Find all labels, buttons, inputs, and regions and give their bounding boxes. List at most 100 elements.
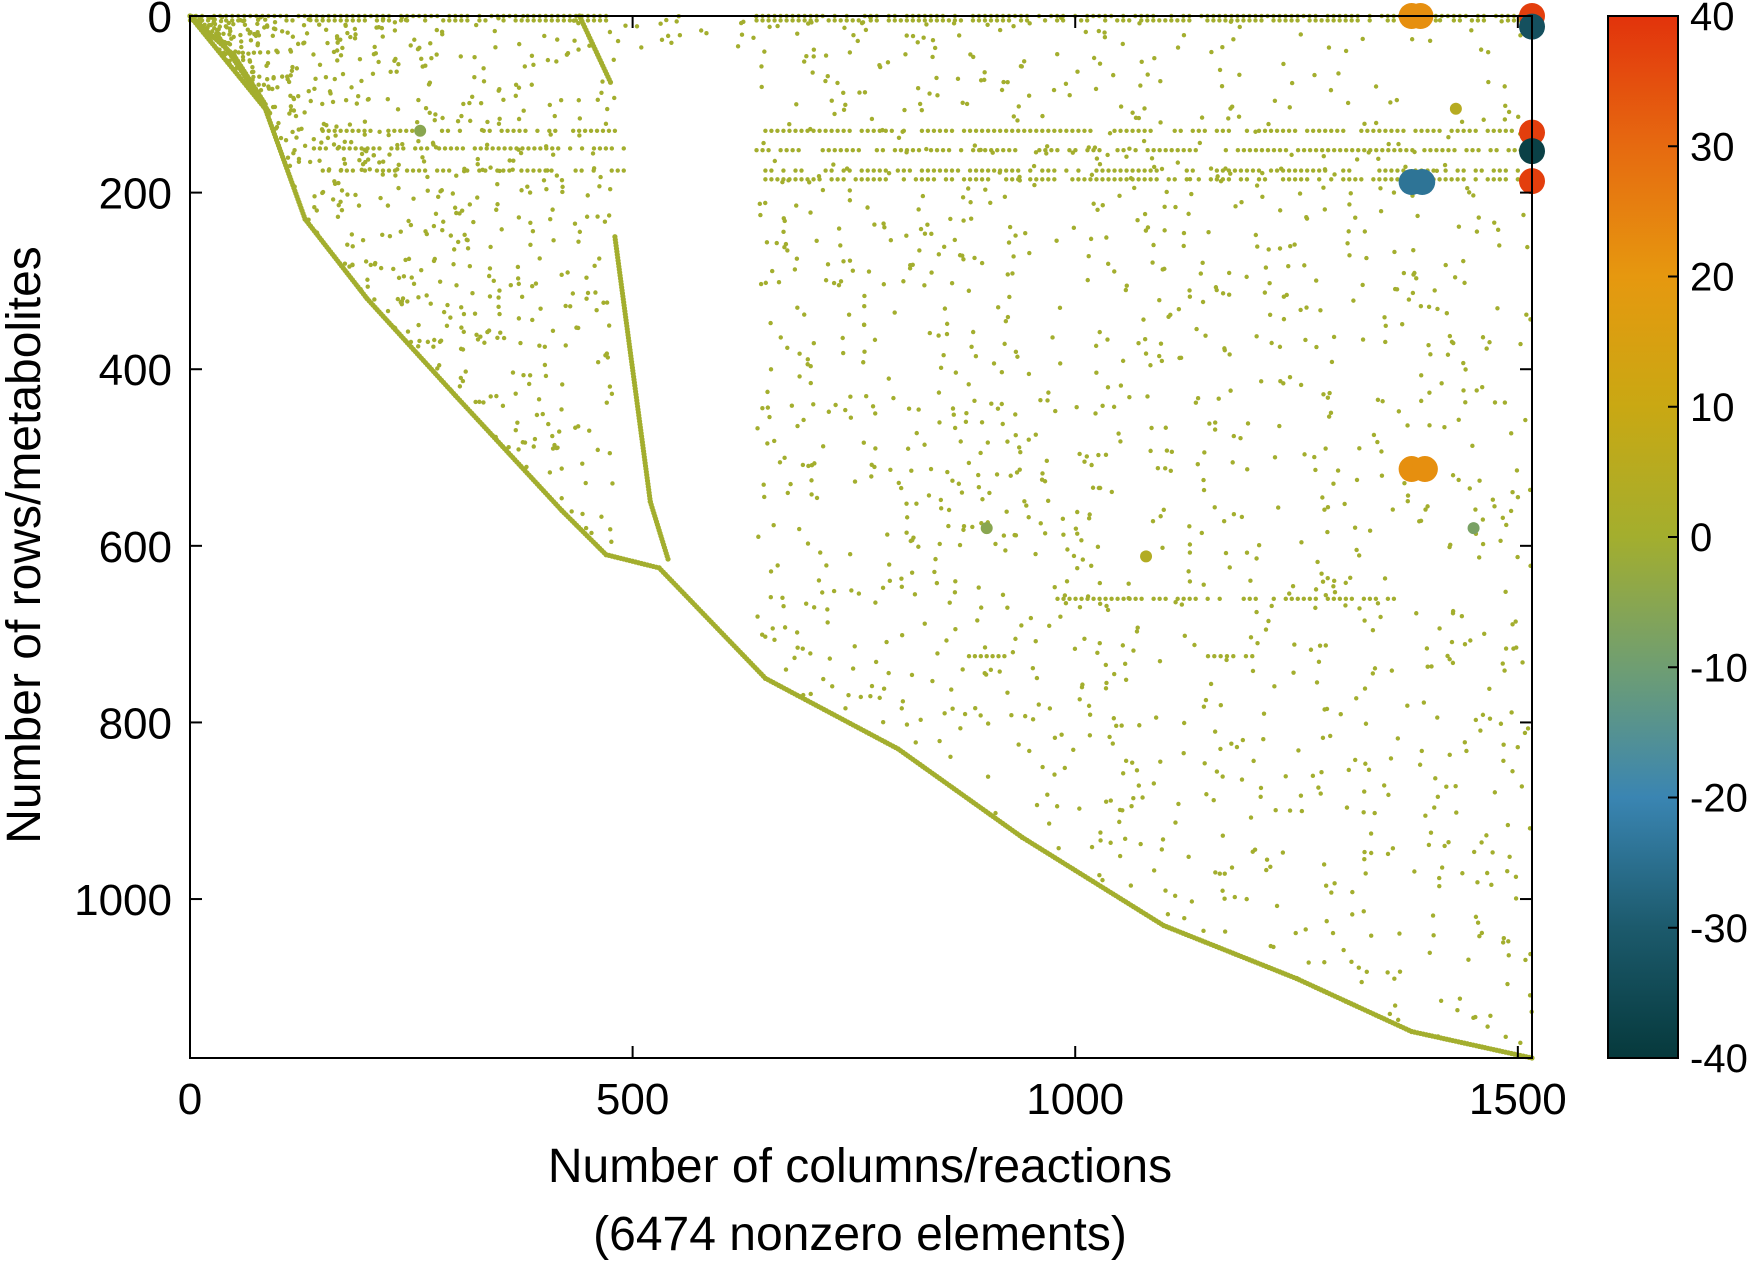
nonzero-point [478, 146, 483, 151]
colorbar-tick-label: -40 [1690, 1037, 1748, 1081]
nonzero-point [327, 89, 333, 94]
nonzero-point [496, 304, 501, 310]
nonzero-point [763, 280, 769, 286]
nonzero-point [345, 192, 350, 197]
nonzero-point [898, 485, 904, 491]
nonzero-point [368, 128, 373, 133]
nonzero-point [519, 294, 525, 300]
nonzero-point [1274, 903, 1280, 909]
nonzero-point [1443, 168, 1448, 173]
nonzero-point [1254, 183, 1260, 188]
nonzero-point [1032, 182, 1037, 188]
nonzero-point [1173, 204, 1178, 210]
nonzero-point [1000, 421, 1005, 427]
nonzero-point [240, 54, 246, 60]
nonzero-point [783, 667, 789, 672]
nonzero-point [968, 200, 973, 205]
nonzero-point [841, 128, 846, 133]
nonzero-point [1524, 312, 1529, 317]
nonzero-point [226, 20, 232, 26]
nonzero-point [765, 405, 771, 410]
nonzero-point [1411, 248, 1416, 253]
nonzero-point [1480, 335, 1486, 340]
nonzero-point [1357, 446, 1362, 451]
nonzero-point [1265, 148, 1271, 153]
nonzero-point [938, 365, 944, 371]
nonzero-point [946, 507, 952, 513]
nonzero-point [1385, 596, 1391, 602]
nonzero-point [425, 188, 430, 193]
nonzero-point [499, 227, 504, 232]
nonzero-point [820, 187, 826, 193]
nonzero-point [490, 146, 495, 151]
nonzero-point [765, 389, 770, 395]
nonzero-point [1283, 18, 1288, 23]
nonzero-point [816, 173, 822, 179]
nonzero-point [970, 524, 975, 530]
nonzero-point [1506, 953, 1511, 958]
nonzero-point [1504, 522, 1509, 528]
nonzero-point [459, 325, 464, 330]
nonzero-point [787, 128, 792, 133]
nonzero-point [593, 290, 598, 295]
nonzero-point [1139, 596, 1144, 602]
nonzero-point [1327, 390, 1332, 396]
nonzero-point [1437, 875, 1442, 881]
nonzero-point [374, 18, 380, 23]
nonzero-point [404, 168, 410, 173]
nonzero-point [334, 48, 340, 53]
nonzero-point [1371, 128, 1376, 133]
nonzero-point [530, 228, 536, 234]
nonzero-point [1367, 596, 1373, 602]
nonzero-point [794, 203, 799, 208]
nonzero-point [1386, 792, 1391, 798]
nonzero-point [333, 133, 338, 138]
nonzero-point [289, 68, 295, 73]
nonzero-point [1437, 177, 1442, 182]
nonzero-point [1087, 712, 1093, 717]
nonzero-point [1363, 761, 1368, 766]
nonzero-point [979, 128, 985, 133]
nonzero-point [811, 402, 816, 407]
nonzero-point [1129, 760, 1135, 765]
nonzero-point [296, 156, 302, 162]
nonzero-point [759, 84, 764, 90]
nonzero-point [416, 295, 421, 300]
nonzero-point [427, 110, 432, 116]
nonzero-point [859, 20, 865, 26]
nonzero-point [795, 31, 800, 36]
nonzero-point [880, 585, 886, 591]
nonzero-point [1159, 358, 1165, 364]
nonzero-point [365, 157, 371, 162]
nonzero-point [1503, 103, 1508, 109]
nonzero-point [591, 166, 597, 171]
nonzero-point [1392, 148, 1397, 153]
nonzero-point [762, 49, 767, 54]
nonzero-point [1150, 260, 1155, 265]
nonzero-point [431, 344, 436, 349]
nonzero-point [847, 258, 853, 263]
nonzero-point [909, 672, 915, 678]
nonzero-point [1157, 18, 1162, 23]
nonzero-point [573, 168, 578, 173]
nonzero-point [1175, 596, 1180, 602]
nonzero-point [926, 493, 932, 498]
nonzero-point [1198, 271, 1204, 276]
nonzero-point [892, 148, 898, 153]
nonzero-point [1347, 168, 1352, 173]
nonzero-point [427, 80, 433, 85]
nonzero-point [775, 177, 780, 182]
nonzero-point [1145, 18, 1150, 23]
nonzero-point [1079, 596, 1084, 602]
nonzero-point [445, 128, 451, 133]
nonzero-point [555, 18, 561, 23]
nonzero-point [216, 27, 221, 32]
nonzero-point [1412, 869, 1417, 874]
nonzero-point [1473, 1014, 1478, 1020]
nonzero-point [287, 111, 292, 116]
nonzero-point [1319, 18, 1324, 23]
nonzero-point [1383, 128, 1388, 133]
nonzero-point [508, 146, 513, 151]
nonzero-point [1181, 230, 1187, 236]
nonzero-point [1222, 347, 1227, 353]
